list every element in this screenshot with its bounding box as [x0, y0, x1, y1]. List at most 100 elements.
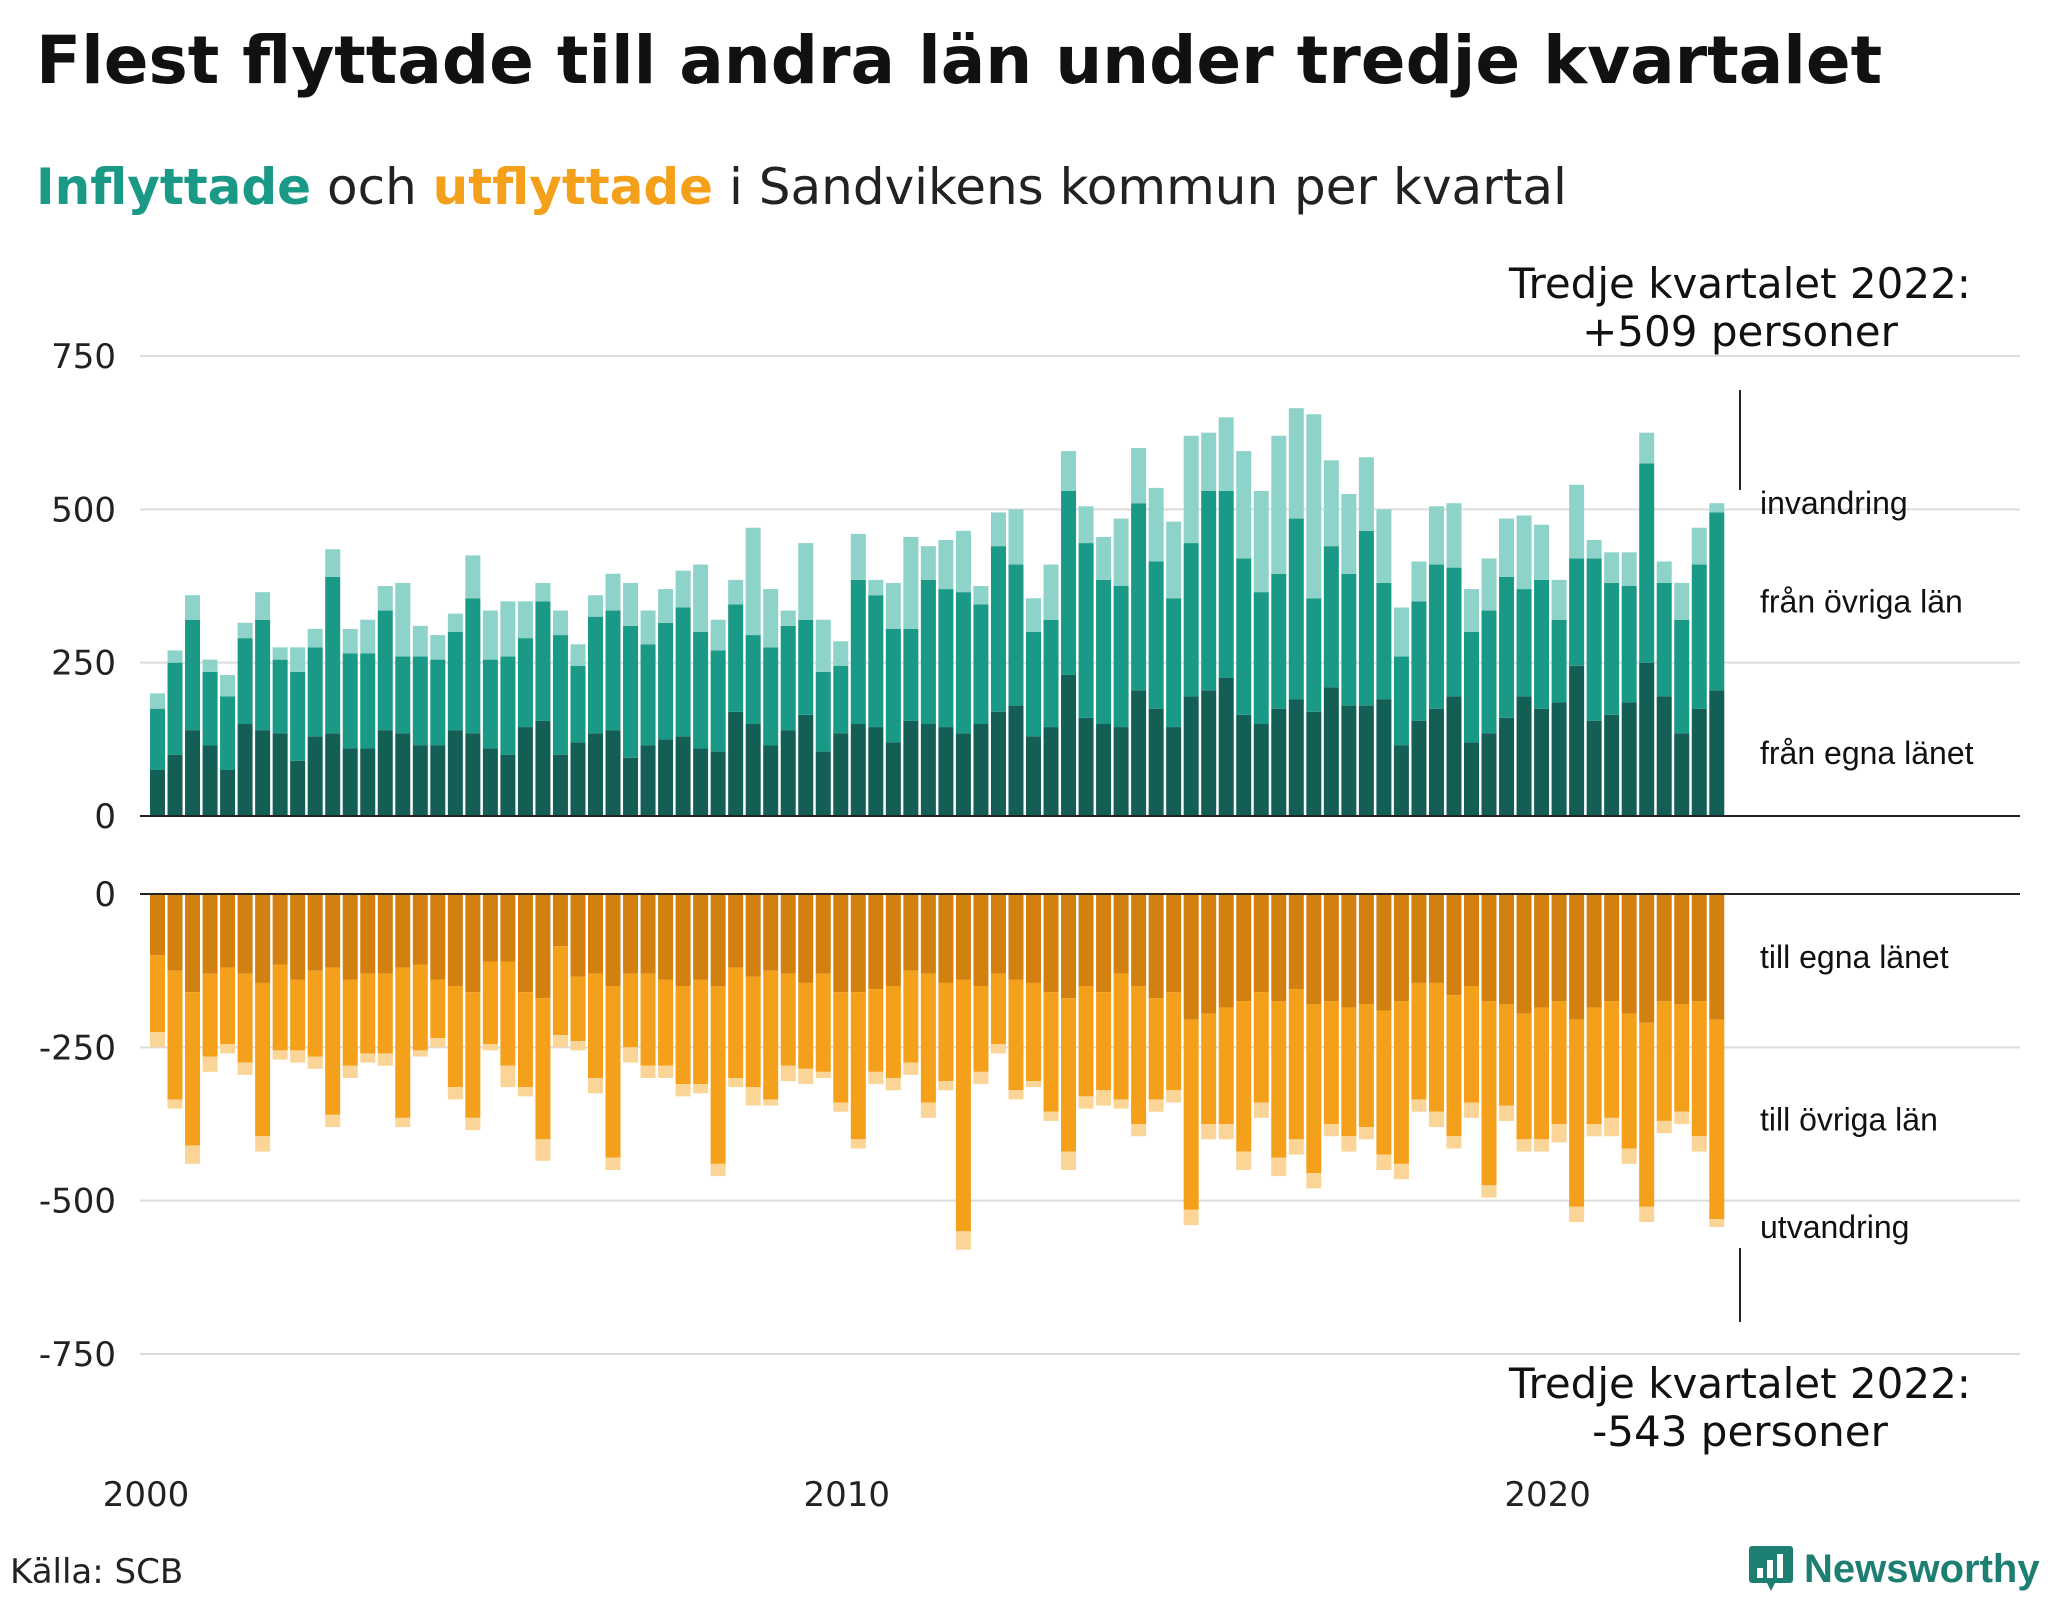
bar-in-other-counties [1061, 490, 1077, 675]
bar-out-other-counties [325, 967, 341, 1115]
bar-out-other-counties [342, 979, 358, 1066]
bar-in-immigration [1026, 598, 1041, 633]
bar-out-own-county [430, 894, 446, 980]
bar-out-emigration [1043, 1111, 1059, 1121]
bar-out-emigration [1323, 1123, 1339, 1137]
bar-in-immigration [500, 601, 516, 657]
bar-in-immigration [1288, 408, 1304, 519]
bar-out-own-county [973, 894, 989, 986]
bar-out-own-county [1499, 894, 1515, 1005]
bar-out-emigration [623, 1047, 639, 1063]
bar-out-other-counties [1236, 1001, 1252, 1152]
bar-in-own-county [1271, 708, 1287, 816]
bar-in-other-counties [482, 659, 498, 749]
bar-in-other-counties [185, 619, 201, 731]
bar-in-own-county [535, 720, 551, 816]
bar-in-own-county [1376, 699, 1392, 816]
bar-in-other-counties [342, 653, 358, 749]
bar-out-own-county [1341, 894, 1357, 1008]
bar-out-emigration [272, 1050, 288, 1060]
bar-in-other-counties [1271, 573, 1287, 709]
bar-out-own-county [482, 894, 498, 962]
bar-in-other-counties [150, 708, 165, 771]
bar-out-other-counties [185, 992, 201, 1146]
bar-out-own-county [938, 894, 954, 983]
bar-out-own-county [1551, 894, 1567, 1002]
bar-out-emigration [1411, 1099, 1427, 1112]
bar-out-emigration [150, 1031, 165, 1048]
bar-in-other-counties [780, 625, 796, 731]
bar-in-immigration [290, 647, 306, 672]
bar-in-own-county [185, 730, 201, 816]
bar-out-other-counties [1201, 1013, 1217, 1124]
bar-in-other-counties [307, 647, 323, 737]
bar-out-own-county [885, 894, 901, 986]
bar-in-immigration [1271, 435, 1287, 574]
bar-out-own-county [1113, 894, 1129, 974]
bar-out-emigration [1061, 1151, 1077, 1170]
bar-out-emigration [1078, 1096, 1094, 1109]
bar-out-other-counties [1358, 1004, 1374, 1128]
bar-out-emigration [1183, 1209, 1199, 1226]
bar-in-other-counties [693, 632, 709, 749]
bar-in-immigration [1674, 582, 1690, 620]
bar-out-other-counties [1674, 1004, 1690, 1112]
bar-in-own-county [623, 757, 639, 816]
bar-in-immigration [1113, 518, 1129, 587]
bar-out-own-county [1446, 894, 1462, 996]
bar-in-other-counties [955, 592, 971, 734]
bar-out-own-county [1061, 894, 1077, 999]
bar-out-own-county [1026, 894, 1041, 983]
bar-in-own-county [1621, 702, 1637, 816]
bar-in-other-counties [868, 595, 884, 728]
bar-in-immigration [798, 543, 814, 620]
bar-in-own-county [167, 754, 183, 816]
bar-in-other-counties [430, 659, 446, 746]
bar-in-own-county [272, 733, 288, 816]
bar-out-emigration [1288, 1139, 1304, 1155]
bar-in-other-counties [290, 671, 306, 761]
bar-in-other-counties [1516, 589, 1532, 697]
bar-out-own-county [1148, 894, 1164, 999]
bar-in-other-counties [552, 635, 568, 755]
bar-out-emigration [535, 1139, 551, 1161]
bar-out-other-counties [1131, 985, 1147, 1124]
bar-out-own-county [307, 894, 323, 971]
bar-in-own-county [675, 736, 691, 816]
bar-out-other-counties [973, 985, 989, 1072]
bar-in-own-county [1481, 733, 1497, 816]
bar-out-own-county [570, 894, 586, 977]
chart-subtitle: Inflyttade och utflyttade i Sandvikens k… [36, 158, 1567, 216]
bar-in-other-counties [1639, 463, 1655, 663]
bar-in-other-counties [1288, 518, 1304, 700]
bar-out-emigration [360, 1053, 376, 1063]
x-tick-label: 2000 [103, 1475, 190, 1515]
bar-in-other-counties [850, 579, 866, 725]
bar-in-immigration [482, 610, 498, 660]
bar-in-other-counties [1113, 586, 1129, 728]
bar-out-own-county [920, 894, 936, 974]
bar-out-own-county [1604, 894, 1620, 1002]
bar-in-other-counties [640, 644, 656, 746]
bar-in-immigration [1096, 536, 1112, 580]
bar-out-other-counties [623, 973, 639, 1048]
bar-in-own-county [955, 733, 971, 816]
bar-out-own-county [1253, 894, 1269, 993]
bar-out-emigration [1306, 1173, 1322, 1189]
bar-out-emigration [955, 1231, 971, 1250]
bar-out-other-counties [552, 946, 568, 1036]
bar-in-own-county [150, 770, 165, 816]
bar-out-other-counties [202, 973, 218, 1057]
bar-in-own-county [693, 748, 709, 816]
bar-in-other-counties [833, 665, 849, 734]
bar-in-immigration [955, 530, 971, 593]
chart-title: Flest flyttade till andra län under tred… [36, 22, 1883, 99]
bar-out-other-counties [728, 967, 744, 1078]
bar-in-own-county [833, 733, 849, 816]
bar-out-own-county [1288, 894, 1304, 990]
bar-in-other-counties [815, 671, 831, 752]
bar-in-immigration [412, 625, 428, 657]
bar-in-immigration [710, 619, 726, 651]
bar-in-immigration [377, 586, 393, 611]
